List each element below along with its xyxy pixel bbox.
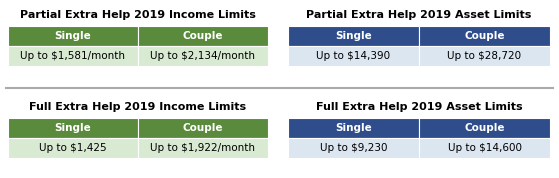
Bar bbox=[288, 46, 419, 66]
Text: Up to $2,134/month: Up to $2,134/month bbox=[150, 51, 255, 61]
Bar bbox=[138, 138, 268, 158]
Text: Up to $14,390: Up to $14,390 bbox=[316, 51, 391, 61]
Bar bbox=[8, 138, 138, 158]
Bar bbox=[419, 138, 550, 158]
Text: Full Extra Help 2019 Asset Limits: Full Extra Help 2019 Asset Limits bbox=[316, 102, 522, 112]
Bar bbox=[8, 46, 138, 66]
Bar bbox=[288, 138, 419, 158]
Text: Single: Single bbox=[55, 31, 91, 41]
Bar bbox=[8, 118, 138, 138]
Text: Couple: Couple bbox=[183, 31, 223, 41]
Bar bbox=[419, 26, 550, 46]
Text: Partial Extra Help 2019 Asset Limits: Partial Extra Help 2019 Asset Limits bbox=[306, 10, 532, 20]
Text: Couple: Couple bbox=[465, 123, 505, 133]
Text: Up to $1,922/month: Up to $1,922/month bbox=[150, 143, 255, 153]
Bar bbox=[8, 26, 138, 46]
Bar bbox=[419, 46, 550, 66]
Text: Full Extra Help 2019 Income Limits: Full Extra Help 2019 Income Limits bbox=[30, 102, 247, 112]
Text: Up to $14,600: Up to $14,600 bbox=[448, 143, 522, 153]
Text: Partial Extra Help 2019 Income Limits: Partial Extra Help 2019 Income Limits bbox=[20, 10, 256, 20]
Text: Couple: Couple bbox=[465, 31, 505, 41]
Text: Single: Single bbox=[335, 31, 372, 41]
Bar bbox=[419, 118, 550, 138]
Text: Up to $9,230: Up to $9,230 bbox=[320, 143, 387, 153]
Bar bbox=[288, 26, 419, 46]
Bar bbox=[138, 118, 268, 138]
Text: Couple: Couple bbox=[183, 123, 223, 133]
Bar bbox=[138, 26, 268, 46]
Text: Up to $1,425: Up to $1,425 bbox=[39, 143, 107, 153]
Text: Single: Single bbox=[335, 123, 372, 133]
Bar bbox=[138, 46, 268, 66]
Text: Up to $28,720: Up to $28,720 bbox=[447, 51, 522, 61]
Text: Up to $1,581/month: Up to $1,581/month bbox=[21, 51, 126, 61]
Text: Single: Single bbox=[55, 123, 91, 133]
Bar bbox=[288, 118, 419, 138]
